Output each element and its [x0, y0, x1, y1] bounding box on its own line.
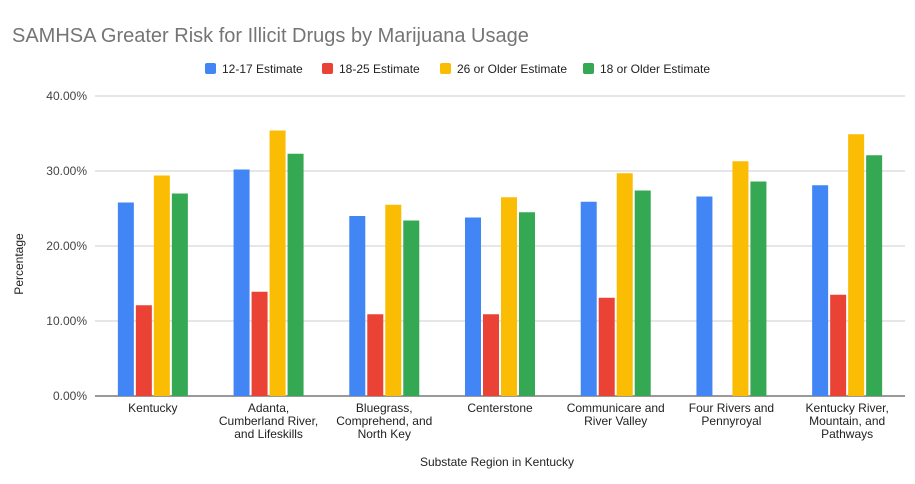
bar	[349, 216, 366, 396]
legend-swatch	[583, 63, 594, 74]
bar	[519, 212, 535, 396]
y-tick-label: 40.00%	[46, 89, 87, 103]
bar	[732, 161, 749, 396]
bar	[580, 201, 597, 396]
x-tick-label: Kentucky	[128, 401, 177, 415]
x-tick-label: Kentucky River, Mountain, and Pathways	[805, 401, 888, 441]
x-tick-label: Centerstone	[467, 401, 533, 415]
x-tick-label: Four Rivers and Pennyroyal	[689, 401, 774, 428]
bar	[830, 294, 847, 396]
bar	[501, 197, 517, 396]
y-axis-ticks: 0.00% 10.00% 20.00% 30.00% 40.00%	[46, 89, 87, 403]
legend-swatch	[205, 63, 216, 74]
y-tick-label: 0.00%	[53, 389, 87, 403]
bar	[483, 314, 499, 396]
bar	[598, 297, 615, 396]
x-tick-label: Bluegrass, Comprehend, and North Key	[336, 401, 432, 441]
bar	[251, 291, 268, 396]
legend-item: 26 or Older Estimate	[440, 62, 567, 76]
legend-item: 18-25 Estimate	[322, 62, 420, 76]
bar	[465, 217, 481, 396]
bar	[135, 305, 152, 396]
x-tick-label: Communicare and River Valley	[567, 401, 665, 428]
legend-label: 18-25 Estimate	[339, 62, 420, 76]
legend-label: 26 or Older Estimate	[457, 62, 567, 76]
bar	[117, 202, 134, 396]
legend-swatch	[440, 63, 451, 74]
gridlines	[95, 95, 905, 397]
bar	[403, 220, 420, 396]
bar	[812, 185, 829, 396]
legend-label: 18 or Older Estimate	[600, 62, 710, 76]
bar	[866, 155, 883, 396]
chart-title: SAMHSA Greater Risk for Illicit Drugs by…	[12, 25, 529, 47]
legend-item: 12-17 Estimate	[205, 62, 303, 76]
bar	[848, 134, 865, 396]
x-tick-label: Adanta, Cumberland River, and Lifeskills	[219, 401, 318, 441]
x-axis-label: Substate Region in Kentucky	[420, 455, 574, 469]
legend: 12-17 Estimate 18-25 Estimate 26 or Older …	[205, 62, 710, 76]
legend-swatch	[322, 63, 333, 74]
bar	[269, 130, 286, 396]
legend-label: 12-17 Estimate	[222, 62, 303, 76]
bar	[616, 173, 633, 396]
bar	[153, 175, 170, 396]
x-axis-ticks: Kentucky Adanta, Cumberland River, and Life…	[128, 401, 889, 441]
bar	[385, 204, 402, 396]
bar	[750, 181, 767, 396]
y-axis-label: Percentage	[12, 233, 26, 295]
bar	[634, 190, 651, 396]
bar	[171, 193, 188, 396]
legend-item: 18 or Older Estimate	[583, 62, 710, 76]
bar	[233, 169, 250, 396]
y-tick-label: 10.00%	[46, 314, 87, 328]
bars	[117, 130, 883, 396]
bar	[696, 196, 713, 396]
bar	[367, 314, 384, 396]
y-tick-label: 20.00%	[46, 239, 87, 253]
y-tick-label: 30.00%	[46, 164, 87, 178]
bar	[287, 153, 304, 396]
